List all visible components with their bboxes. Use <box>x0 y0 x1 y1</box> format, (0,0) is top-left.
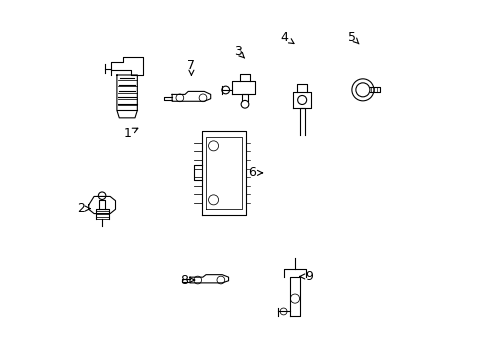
Text: 7: 7 <box>187 59 196 75</box>
Text: 4: 4 <box>280 31 294 44</box>
Text: 3: 3 <box>234 45 245 58</box>
Text: 6: 6 <box>248 166 263 179</box>
Text: 5: 5 <box>348 31 359 44</box>
Text: 9: 9 <box>299 270 313 283</box>
Text: 8: 8 <box>180 274 195 287</box>
Text: 2: 2 <box>77 202 91 215</box>
Text: 1: 1 <box>123 127 138 140</box>
